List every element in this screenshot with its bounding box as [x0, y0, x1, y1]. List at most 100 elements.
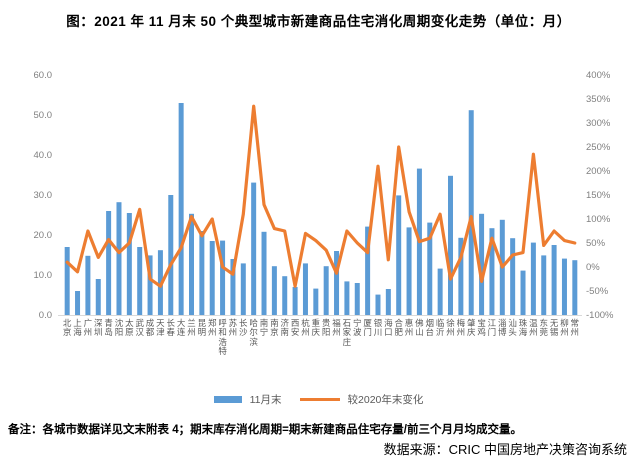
right-axis-tick: 400%	[586, 70, 611, 81]
bar-长春	[168, 195, 174, 315]
city-label-淄博: 淄博	[498, 318, 507, 338]
city-label-郑州: 郑州	[207, 318, 217, 338]
bar-肇庆	[468, 110, 474, 315]
bar-贵阳	[323, 266, 329, 315]
city-label-珠海: 珠海	[518, 318, 528, 338]
city-label-杭州: 杭州	[301, 318, 310, 338]
city-label-常州: 常州	[570, 318, 580, 338]
city-label-宝鸡: 宝鸡	[477, 318, 486, 338]
city-label-济南: 济南	[280, 318, 289, 338]
right-axis-tick: 0%	[586, 262, 600, 273]
city-label-柳州: 柳州	[560, 318, 569, 338]
city-label-天津: 天津	[156, 318, 165, 338]
x-axis-line	[58, 315, 582, 316]
bar-东莞	[541, 255, 547, 315]
bar-济南	[282, 276, 288, 315]
city-label-沈阳: 沈阳	[114, 318, 124, 338]
bar-北京	[64, 247, 70, 315]
legend-bar-label: 11月末	[249, 394, 282, 406]
plot-area	[62, 75, 580, 315]
bar-梅州	[458, 237, 464, 315]
left-axis-tick: 40.0	[33, 150, 53, 161]
bar-海口	[385, 289, 391, 315]
city-label-海口: 海口	[384, 318, 393, 338]
source-text: 数据来源：CRIC 中国房地产决策咨询系统	[383, 442, 627, 457]
bar-烟台	[427, 222, 433, 315]
bar-上海	[75, 291, 81, 315]
bar-深圳	[95, 279, 101, 315]
bar-大连	[178, 103, 184, 315]
legend-bar-swatch	[213, 396, 242, 403]
bar-福州	[334, 251, 340, 315]
bar-常州	[572, 260, 578, 315]
bar-宝鸡	[479, 213, 485, 315]
city-label-长春: 长春	[166, 318, 176, 338]
right-axis-tick: 100%	[586, 214, 611, 225]
city-label-大连: 大连	[176, 318, 186, 338]
right-axis-tick: 50%	[586, 238, 606, 249]
legend-line-swatch	[299, 397, 340, 402]
city-label-上海: 上海	[73, 318, 82, 338]
city-label-梅州: 梅州	[456, 318, 466, 338]
right-axis-tick: 150%	[586, 190, 611, 201]
bar-银川	[375, 294, 381, 315]
right-axis: 400% 350% 300% 250% 200% 150% 100% 50% 0% -50% -10…	[586, 70, 636, 321]
city-label-厦门: 厦门	[363, 318, 372, 338]
bar-温州	[530, 242, 536, 315]
bar-青岛	[106, 211, 112, 315]
city-label-烟台: 烟台	[425, 318, 435, 338]
city-label-汕头: 汕头	[508, 318, 517, 338]
city-label-肇庆: 肇庆	[466, 318, 476, 338]
plot-canvas	[64, 103, 578, 315]
right-axis-tick: -50%	[586, 286, 609, 297]
bar-汕头	[510, 238, 516, 315]
city-label-银川: 银川	[373, 318, 383, 338]
city-label-贵阳: 贵阳	[321, 318, 331, 338]
city-label-重庆: 重庆	[311, 318, 321, 338]
legend-line-label: 较2020年末变化	[347, 394, 424, 406]
bar-南宁	[261, 231, 267, 315]
chart-title: 图：2021 年 11 月末 50 个典型城市新建商品住宅消化周期变化走势（单位…	[66, 14, 571, 29]
city-label-南京: 南京	[270, 318, 279, 338]
city-label-临沂: 临沂	[435, 318, 445, 338]
left-axis-tick: 60.0	[33, 70, 53, 81]
bar-厦门	[365, 226, 371, 315]
right-axis-tick: -100%	[586, 310, 614, 321]
bar-呼和浩特	[220, 240, 226, 315]
city-label-兰州: 兰州	[187, 318, 196, 338]
left-axis-tick: 0.0	[38, 310, 52, 321]
left-axis-tick: 20.0	[33, 230, 53, 241]
left-axis-tick: 30.0	[33, 190, 53, 201]
city-label-无锡: 无锡	[549, 318, 559, 338]
bar-杭州	[302, 263, 308, 315]
bar-珠海	[520, 270, 526, 315]
bar-西安	[292, 287, 298, 315]
bar-合肥	[396, 195, 402, 315]
city-label-长沙: 长沙	[239, 318, 248, 338]
city-label-徐州: 徐州	[446, 318, 455, 338]
city-label-福州: 福州	[332, 318, 341, 338]
right-axis-tick: 250%	[586, 142, 611, 153]
bar-太原	[126, 213, 132, 315]
city-label-昆明: 昆明	[197, 318, 207, 338]
city-label-石家庄: 石家庄	[342, 318, 352, 347]
bar-临沂	[437, 268, 443, 315]
right-axis-tick: 350%	[586, 94, 611, 105]
city-label-南宁: 南宁	[259, 318, 269, 338]
city-label-温州: 温州	[529, 318, 538, 338]
footnote: 备注：各城市数据详见文末附表 4；期末库存消化周期=期末新建商品住宅存量/前三个…	[8, 424, 522, 436]
city-label-广州: 广州	[83, 318, 93, 338]
city-label-呼和浩特: 呼和浩特	[218, 318, 227, 357]
left-axis-tick: 10.0	[33, 270, 53, 281]
trend-line	[65, 104, 577, 288]
bar-苏州	[230, 259, 236, 315]
right-axis-tick: 300%	[586, 118, 611, 129]
bar-惠州	[406, 227, 412, 315]
bar-石家庄	[344, 281, 350, 315]
bar-长沙	[240, 263, 246, 315]
bar-南京	[271, 266, 277, 315]
bar-哈尔滨	[251, 182, 257, 315]
x-axis-labels: 北京上海广州深圳青岛沈阳太原武汉成都天津长春大连兰州昆明郑州呼和浩特苏州长沙哈尔…	[62, 318, 580, 367]
bar-重庆	[313, 288, 319, 315]
